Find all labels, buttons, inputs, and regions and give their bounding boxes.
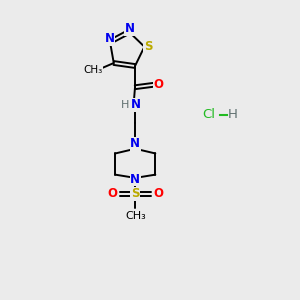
Text: CH₃: CH₃ (83, 65, 103, 75)
Text: O: O (154, 78, 164, 91)
Text: N: N (104, 32, 114, 45)
Text: N: N (130, 172, 140, 186)
Text: S: S (131, 187, 140, 200)
Text: N: N (130, 137, 140, 150)
Text: O: O (108, 187, 118, 200)
Text: N: N (124, 22, 135, 35)
Text: H: H (121, 100, 129, 110)
Text: O: O (153, 187, 163, 200)
Text: H: H (228, 108, 238, 121)
Text: CH₃: CH₃ (125, 211, 146, 221)
Text: Cl: Cl (202, 108, 215, 121)
Text: S: S (144, 40, 152, 52)
Text: N: N (131, 98, 141, 111)
